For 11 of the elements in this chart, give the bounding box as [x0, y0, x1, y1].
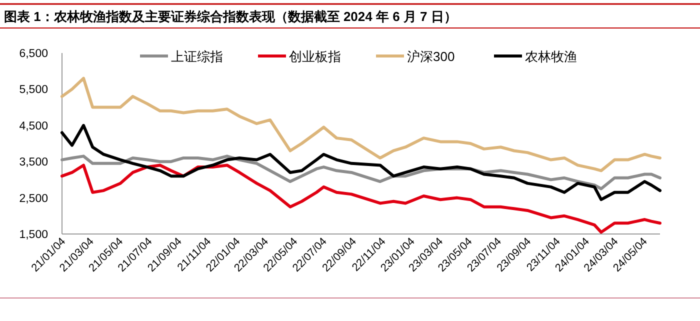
legend-label: 上证综指 [171, 49, 223, 64]
y-tick-label: 6,500 [19, 48, 48, 60]
y-tick-label: 3,500 [19, 156, 48, 169]
chart-title: 图表 1：农林牧渔指数及主要证券综合指数表现（数据截至 2024 年 6 月 7 日） [4, 9, 457, 24]
legend-label: 沪深300 [407, 49, 455, 64]
y-tick-label: 2,500 [19, 192, 48, 205]
legend-label: 创业板指 [289, 49, 341, 64]
y-tick-label: 5,500 [19, 84, 48, 96]
y-tick-label: 4,500 [19, 120, 48, 132]
y-tick-label: 1,500 [19, 229, 48, 241]
legend-label: 农林牧渔 [525, 49, 577, 64]
